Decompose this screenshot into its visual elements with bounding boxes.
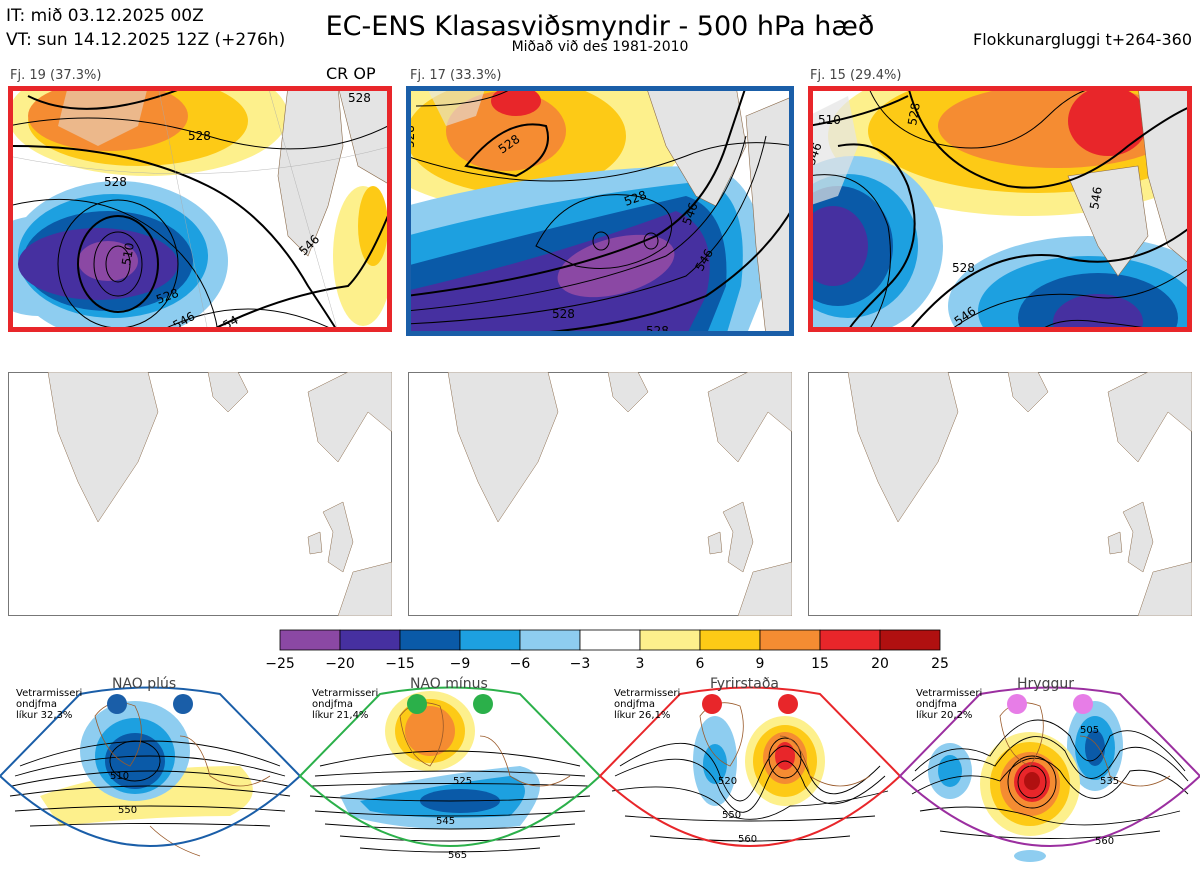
- colorbar-tick-label: −3: [570, 656, 591, 672]
- cluster-1-tag: CR OP: [326, 64, 376, 83]
- colorbar-bin: [759, 629, 821, 651]
- colorbar-tick-label: 9: [756, 656, 765, 672]
- colorbar-tick-label: −6: [510, 656, 531, 672]
- contour-label: 546: [1087, 186, 1105, 211]
- regime-1-contour: 550: [118, 805, 137, 816]
- cluster-3-border: [808, 86, 1192, 332]
- cluster-map-1: 528 528 528 510 528 546 546 54: [8, 86, 392, 332]
- colorbar-bin: [639, 629, 701, 651]
- regime-3-contour: 520: [718, 776, 737, 787]
- regime-3-title: Fyrirstaða: [710, 676, 779, 692]
- valid-time: VT: sun 14.12.2025 12Z (+276h): [6, 30, 286, 50]
- init-time: IT: mið 03.12.2025 00Z: [6, 6, 204, 26]
- regime-4-title: Hryggur: [1017, 676, 1074, 692]
- colorbar-tick-label: −15: [385, 656, 415, 672]
- colorbar-bin: [699, 629, 761, 651]
- colorbar-tick-label: −25: [265, 656, 295, 672]
- regime-4-contour: 560: [1095, 836, 1114, 847]
- regime-panel-nao-minus: 525 545 565: [298, 686, 602, 861]
- contour-label: 528: [104, 175, 127, 189]
- regime-4-contour: 505: [1080, 725, 1099, 736]
- cluster-1-border: [8, 86, 392, 332]
- regime-2-title: NAO mínus: [410, 676, 488, 692]
- colorbar-tick-label: 15: [811, 656, 829, 672]
- regime-3-note: Vetrarmisseri ondjfma líkur 26,1%: [614, 688, 681, 721]
- cluster-map-2: 528 528 528 546 528 546 528: [406, 86, 794, 336]
- contour-label: 510: [818, 113, 841, 127]
- regime-2-note: Vetrarmisseri ondjfma líkur 21,4%: [312, 688, 379, 721]
- colorbar: −25 −20 −15 −9 −6 −3 3 6 9 15 20 25: [265, 629, 949, 672]
- colorbar-bin: [279, 629, 341, 651]
- cluster-map-3: 510 528 546 528 546 546: [808, 86, 1192, 332]
- contour-label: 528: [406, 125, 417, 148]
- colorbar-bin: [879, 629, 941, 651]
- regime-panel-fyrirstada: 520 550 560: [598, 686, 902, 847]
- colorbar-tick-label: 25: [931, 656, 949, 672]
- cluster-2-label: Fj. 17 (33.3%): [410, 68, 502, 83]
- regime-3-contour: 550: [722, 810, 741, 821]
- regime-4-note: Vetrarmisseri ondjfma líkur 20,2%: [916, 688, 983, 721]
- colorbar-bin: [399, 629, 461, 651]
- colorbar-tick-label: −20: [325, 656, 355, 672]
- regime-1-contour: 510: [110, 771, 129, 782]
- cluster-3-label: Fj. 15 (29.4%): [810, 68, 902, 83]
- regime-2-contour: 545: [436, 816, 455, 827]
- regime-4-contour: 535: [1100, 776, 1119, 787]
- contour-label: 528: [188, 129, 211, 143]
- cluster-1-label: Fj. 19 (37.3%): [10, 68, 102, 83]
- page-title: EC-ENS Klasasviðsmyndir - 500 hPa hæð: [325, 11, 875, 42]
- colorbar-bin: [459, 629, 521, 651]
- contour-label: 528: [952, 261, 975, 275]
- classification-window: Flokkunargluggi t+264-360: [973, 30, 1192, 49]
- colorbar-bin: [819, 629, 881, 651]
- regime-panel-hryggur: 505 535 560: [898, 686, 1200, 862]
- basemap-1: [8, 372, 392, 616]
- colorbar-bin: [579, 629, 641, 651]
- regime-1-title: NAO plús: [112, 676, 177, 692]
- colorbar-tick-label: 3: [636, 656, 645, 672]
- contour-label: 510: [119, 242, 137, 267]
- basemap-2: [408, 372, 792, 616]
- colorbar-tick-label: 6: [696, 656, 705, 672]
- regime-panel-nao-plus: 510 550: [0, 686, 302, 857]
- regime-2-contour: 565: [448, 850, 467, 861]
- colorbar-bin: [519, 629, 581, 651]
- contour-label: 528: [552, 307, 575, 321]
- colorbar-tick-label: 20: [871, 656, 889, 672]
- regime-2-contour: 525: [453, 776, 472, 787]
- regime-panels: 510 550 525 545 565: [0, 676, 1200, 871]
- colorbar-tick-label: −9: [450, 656, 471, 672]
- colorbar-bin: [339, 629, 401, 651]
- regime-1-note: Vetrarmisseri ondjfma líkur 32,3%: [16, 688, 83, 721]
- page-subtitle: Miðað við des 1981-2010: [511, 39, 689, 55]
- contour-label: 528: [348, 91, 371, 105]
- basemap-3: [808, 372, 1192, 616]
- regime-3-contour: 560: [738, 834, 757, 845]
- cluster-2-border: [406, 86, 794, 336]
- contour-label: 528: [905, 102, 923, 127]
